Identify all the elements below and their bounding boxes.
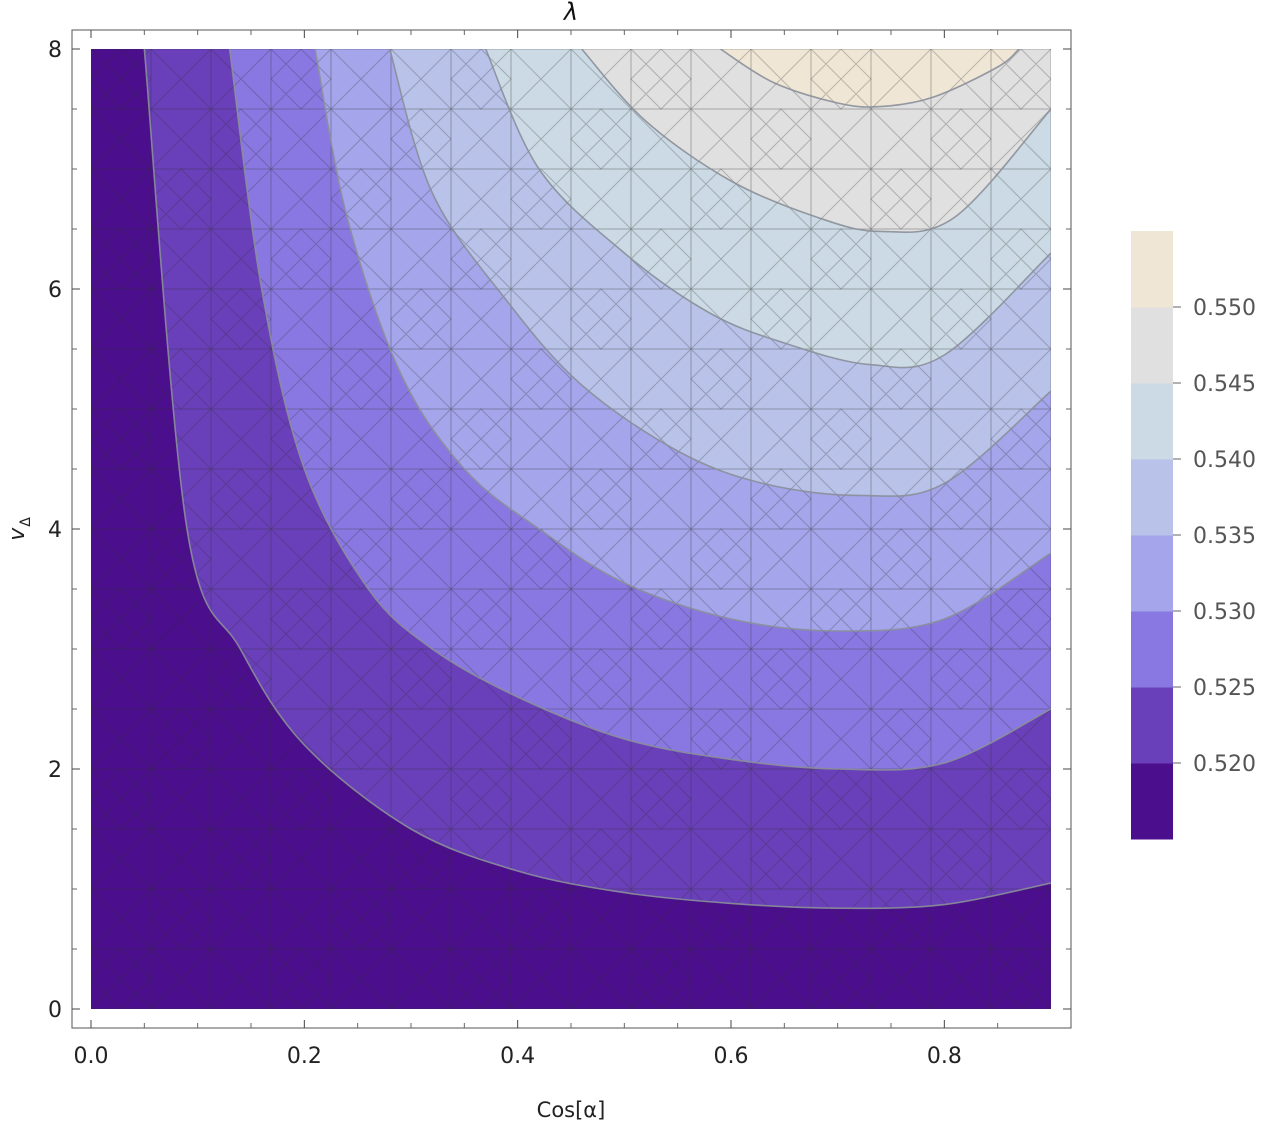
y-axis-label-subscript: Δ bbox=[18, 517, 34, 527]
x-tick-label: 0.4 bbox=[500, 1044, 535, 1069]
legend-swatch-4 bbox=[1131, 459, 1173, 536]
y-axis-label: vΔ bbox=[5, 517, 34, 541]
contour-line-0.520 bbox=[143, 49, 1051, 910]
contour-line-0.540 bbox=[484, 49, 1051, 369]
legend-swatch-7 bbox=[1131, 231, 1173, 308]
y-tick-label: 2 bbox=[48, 758, 62, 783]
contour-line-0.530 bbox=[314, 49, 1051, 632]
legend-label: 0.530 bbox=[1193, 600, 1256, 625]
x-tick-label: 0.6 bbox=[714, 1044, 749, 1069]
mesh-diagonals bbox=[91, 49, 1051, 1009]
x-axis-label: Cos[α] bbox=[537, 1098, 606, 1122]
contour-line-0.525 bbox=[228, 49, 1051, 771]
legend-swatch-6 bbox=[1131, 307, 1173, 384]
contour-line-0.545 bbox=[581, 49, 1051, 234]
y-axis-label-main: v bbox=[5, 527, 30, 541]
axes: 0.0 0.2 0.4 0.6 0.8 0 2 4 6 8 bbox=[48, 30, 1071, 1069]
x-tick-label: 0.2 bbox=[287, 1044, 322, 1069]
y-tick-label: 0 bbox=[48, 998, 62, 1023]
legend: 0.520 0.525 0.530 0.535 0.540 0.545 0.550 bbox=[1131, 231, 1256, 840]
x-tick-label: 0.0 bbox=[74, 1044, 109, 1069]
mesh-overlay bbox=[91, 49, 1051, 1009]
legend-swatch-0 bbox=[1131, 763, 1173, 840]
mesh-grid bbox=[91, 49, 1051, 1009]
chart-title: λ bbox=[562, 0, 578, 26]
plot-area bbox=[91, 49, 1051, 1009]
y-tick-label: 4 bbox=[48, 518, 62, 543]
x-tick-label: 0.8 bbox=[927, 1044, 962, 1069]
legend-swatch-5 bbox=[1131, 383, 1173, 460]
legend-swatch-2 bbox=[1131, 611, 1173, 688]
contour-line-0.535 bbox=[388, 49, 1051, 497]
contour-line-0.550 bbox=[719, 49, 1020, 108]
svg-text:vΔ: vΔ bbox=[5, 517, 34, 541]
legend-label: 0.525 bbox=[1193, 676, 1256, 701]
legend-label: 0.540 bbox=[1193, 448, 1256, 473]
legend-label: 0.535 bbox=[1193, 524, 1256, 549]
y-tick-label: 6 bbox=[48, 278, 62, 303]
legend-swatch-1 bbox=[1131, 687, 1173, 764]
legend-label: 0.545 bbox=[1193, 372, 1256, 397]
legend-label: 0.550 bbox=[1193, 296, 1256, 321]
legend-swatch-3 bbox=[1131, 535, 1173, 612]
legend-label: 0.520 bbox=[1193, 752, 1256, 777]
y-tick-label: 8 bbox=[48, 38, 62, 63]
